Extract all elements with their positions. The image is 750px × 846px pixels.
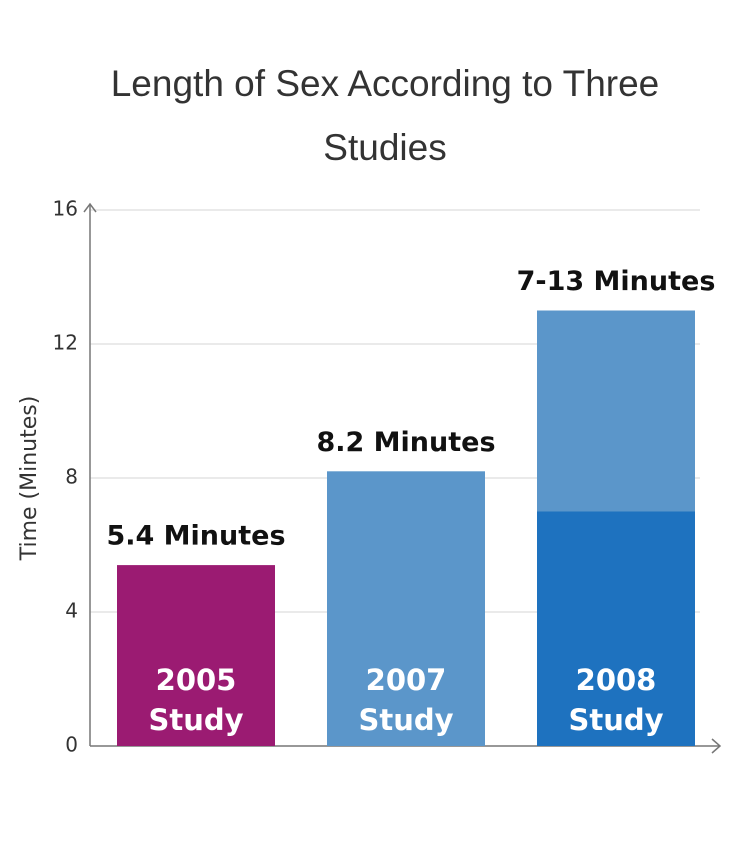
y-tick-label: 0 — [65, 733, 78, 757]
category-label: 2007 Study — [358, 663, 454, 737]
y-tick-label: 16 — [53, 197, 78, 221]
bar — [537, 511, 695, 746]
y-tick-label: 8 — [65, 465, 78, 489]
y-tick-label: 12 — [53, 331, 78, 355]
value-label: 8.2 Minutes — [316, 427, 495, 458]
x-axis-arrow — [711, 738, 722, 754]
bar — [537, 310, 695, 512]
y-axis-label: Time (Minutes) — [17, 396, 42, 562]
y-tick-label: 4 — [65, 599, 78, 623]
category-label: 2008 Study — [568, 663, 664, 737]
y-axis-arrow — [83, 202, 97, 213]
bar — [117, 565, 275, 746]
category-label: 2005 Study — [148, 663, 244, 737]
value-label: 7-13 Minutes — [517, 266, 716, 297]
bar — [327, 471, 485, 746]
chart-title: Length of Sex According to Three Studies — [110, 63, 660, 168]
value-label: 5.4 Minutes — [106, 521, 285, 552]
